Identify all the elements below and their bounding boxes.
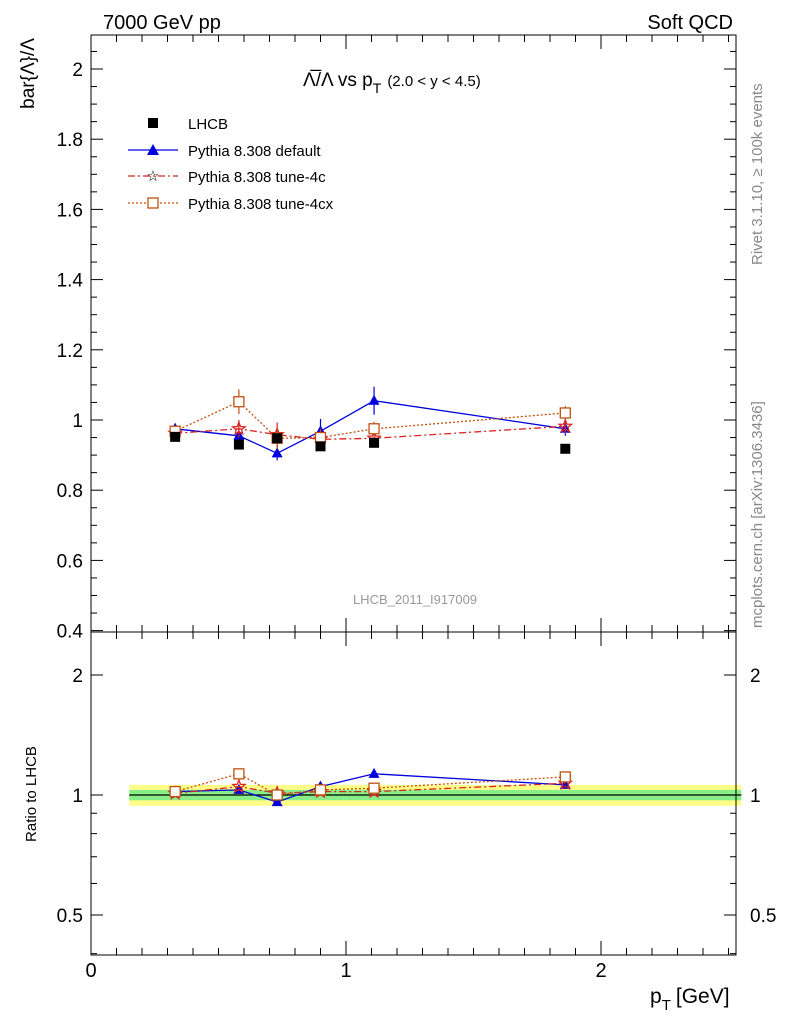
series-line bbox=[175, 425, 566, 440]
ratio-point bbox=[368, 767, 380, 778]
main-y-ticks: 0.4 0.6 0.8 1 1.2 1.4 1.6 1.8 2 bbox=[57, 50, 736, 643]
x-axis-label-main: p bbox=[650, 985, 662, 1008]
ratio-data-marks bbox=[167, 767, 574, 807]
ratio-x-ticks: 0 1 2 bbox=[85, 632, 729, 982]
legend-label-default: Pythia 8.308 default bbox=[188, 143, 321, 160]
analysis-watermark: LHCB_2011_I917009 bbox=[353, 592, 477, 607]
x-tick-label: 2 bbox=[595, 960, 606, 982]
main-x-ticks bbox=[90, 35, 729, 632]
y-tick-label: 1 bbox=[72, 411, 83, 432]
x-axis-label-sub: T bbox=[662, 997, 671, 1014]
y-tick-label: 1.8 bbox=[57, 130, 83, 151]
legend-label-lhcb: LHCB bbox=[188, 116, 228, 133]
data-point bbox=[272, 433, 283, 444]
data-point bbox=[369, 437, 380, 448]
x-tick-label: 0 bbox=[85, 960, 96, 982]
x-axis-label-unit: [GeV] bbox=[676, 985, 730, 1008]
series-line bbox=[174, 400, 566, 439]
legend-label-tune4c: Pythia 8.308 tune-4c bbox=[188, 169, 326, 186]
x-axis-label: pT [GeV] bbox=[650, 985, 730, 1014]
y-tick-label: 0.6 bbox=[57, 551, 83, 572]
ratio-y-tick-label-left: 0.5 bbox=[57, 906, 83, 927]
ratio-y-tick-label-right: 2 bbox=[750, 666, 761, 687]
series-0 bbox=[170, 431, 571, 454]
data-point bbox=[315, 441, 326, 452]
ratio-y-tick-label-right: 0.5 bbox=[750, 906, 776, 927]
ratio-series-2 bbox=[169, 768, 571, 801]
legend-marker-tune4cx bbox=[147, 197, 159, 209]
data-point bbox=[368, 423, 380, 435]
data-point bbox=[233, 396, 245, 408]
ratio-series-line bbox=[175, 782, 566, 794]
data-point bbox=[368, 394, 380, 405]
y-tick-label: 1.6 bbox=[57, 200, 83, 221]
rivet-version-text: Rivet 3.1.10, ≥ 100k events bbox=[749, 83, 766, 265]
ratio-point bbox=[271, 789, 283, 801]
main-y-label: bar{Λ}/Λ bbox=[18, 38, 39, 109]
y-tick-label: 0.4 bbox=[57, 622, 84, 643]
legend-label-tune4cx: Pythia 8.308 tune-4cx bbox=[188, 196, 334, 213]
data-point bbox=[233, 439, 244, 450]
header-left: 7000 GeV pp bbox=[103, 12, 221, 34]
data-point bbox=[170, 431, 181, 442]
ratio-point bbox=[230, 778, 247, 794]
main-data-marks bbox=[167, 386, 574, 461]
y-tick-label: 0.8 bbox=[57, 481, 83, 502]
ratio-point bbox=[271, 796, 283, 807]
ratio-point bbox=[169, 785, 181, 798]
ratio-point bbox=[368, 782, 380, 794]
plot-title-sub: T bbox=[373, 80, 382, 96]
x-tick-label: 1 bbox=[340, 960, 351, 982]
data-point bbox=[557, 417, 574, 434]
legend-marker-default bbox=[147, 144, 159, 155]
legend-marker-tune4c: ☆ bbox=[146, 168, 159, 185]
data-point bbox=[559, 407, 571, 419]
y-tick-label: 1.4 bbox=[57, 271, 84, 292]
data-point bbox=[560, 443, 571, 454]
series-line bbox=[175, 400, 566, 455]
ratio-point bbox=[314, 784, 327, 796]
y-tick-label: 1.2 bbox=[57, 341, 83, 362]
data-point bbox=[314, 431, 327, 444]
ratio-panel: 0.5 0.5 1 1 2 2 0 1 2 Ratio to LHCB bbox=[23, 631, 776, 982]
ratio-point bbox=[559, 771, 571, 783]
y-tick-label: 2 bbox=[72, 60, 83, 81]
ratio-series-line bbox=[175, 773, 566, 803]
main-panel: 0.4 0.6 0.8 1 1.2 1.4 1.6 1.8 2 Λ̅/Λ vs pT (2.0 <… bbox=[18, 34, 737, 643]
plot-title-cut: (2.0 < y < 4.5) bbox=[387, 73, 480, 90]
data-point bbox=[230, 420, 247, 436]
mcplots-credit-text: mcplots.cern.ch [arXiv:1306.3436] bbox=[749, 401, 766, 628]
ratio-y-label: Ratio to LHCB bbox=[23, 746, 40, 842]
ratio-y-ticks: 0.5 0.5 1 1 2 2 bbox=[57, 666, 776, 955]
plot-title-main: Λ̅/Λ vs p bbox=[303, 70, 373, 91]
header-right: Soft QCD bbox=[647, 12, 733, 34]
plot-title: Λ̅/Λ vs pT (2.0 < y < 4.5) bbox=[303, 70, 481, 96]
legend-marker-lhcb bbox=[148, 118, 158, 128]
ratio-y-tick-label-left: 2 bbox=[72, 666, 83, 687]
ratio-panel-frame bbox=[90, 631, 737, 956]
ratio-point bbox=[233, 768, 245, 780]
ratio-y-tick-label-left: 1 bbox=[72, 786, 83, 807]
ratio-y-tick-label-right: 1 bbox=[750, 786, 761, 807]
data-point bbox=[271, 447, 283, 458]
legend: LHCB Pythia 8.308 default ☆ Pythia 8.308… bbox=[128, 116, 334, 213]
